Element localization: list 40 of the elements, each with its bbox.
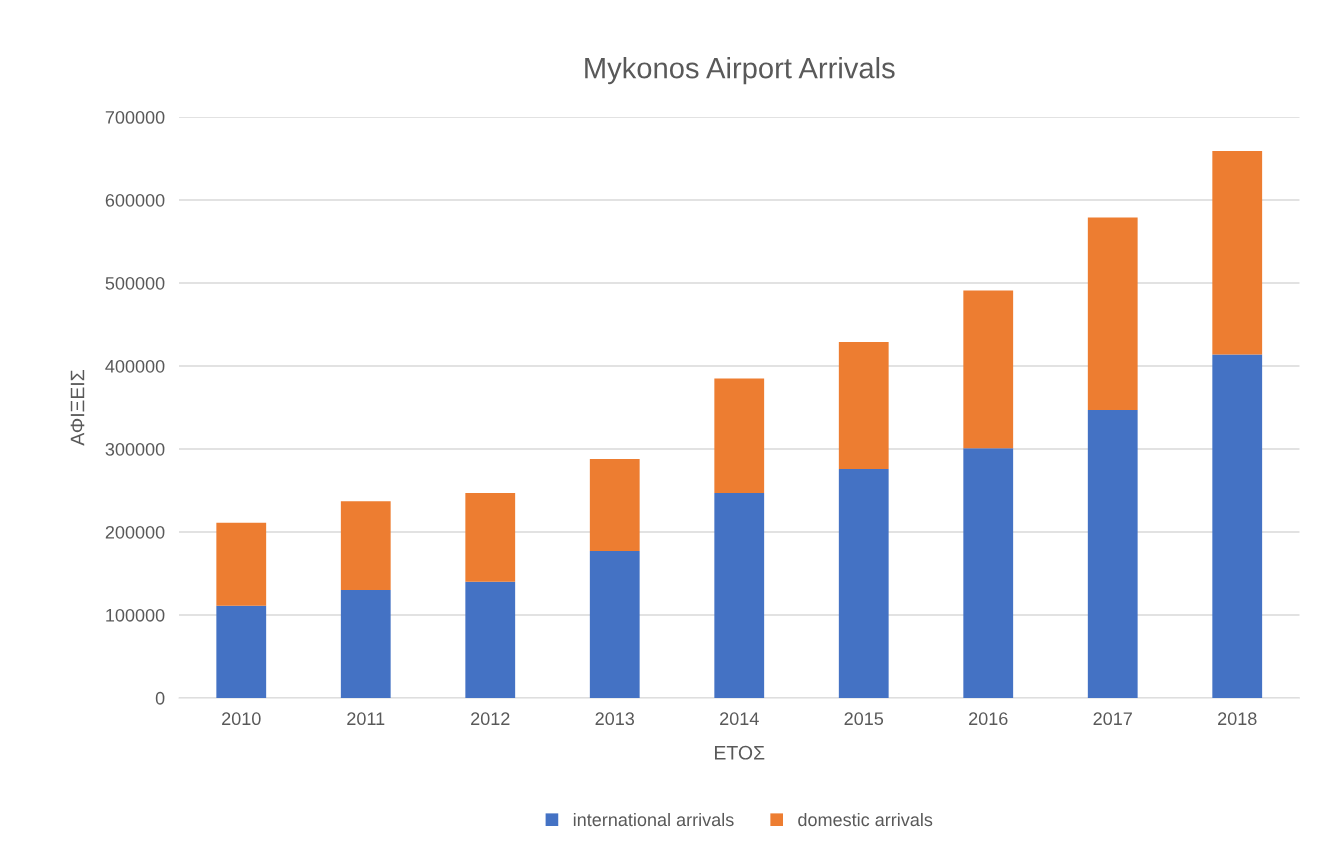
y-axis-title: ΑΦΙΞΕΙΣ (70, 370, 85, 446)
bar (340, 501, 391, 591)
x-tick-label: 2018 (1218, 712, 1257, 726)
bar (216, 522, 267, 606)
y-tick-label: 600000 (105, 193, 165, 207)
x-tick-label: 2011 (347, 712, 385, 726)
bar (1212, 151, 1263, 355)
x-tick-label: 2017 (1093, 712, 1132, 726)
y-tick-label: 100000 (106, 608, 165, 622)
bar (589, 458, 640, 552)
x-tick-label: 2012 (471, 712, 510, 726)
bar (963, 448, 1014, 698)
x-tick-label: 2013 (595, 712, 635, 726)
bar (714, 492, 765, 698)
bar (589, 551, 640, 698)
y-tick-label: 200000 (105, 525, 165, 539)
bar (340, 590, 391, 698)
legend-label: domestic arrivals (798, 812, 933, 827)
bar (216, 605, 267, 698)
legend-label: international arrivals (573, 812, 734, 827)
bar (465, 581, 516, 698)
y-tick-label: 700000 (105, 110, 165, 124)
bar (838, 341, 889, 469)
y-tick-label: 300000 (105, 442, 165, 456)
bar (1087, 409, 1138, 698)
chart-title: Mykonos Airport Arrivals (585, 57, 895, 85)
y-tick-label: 0 (155, 691, 165, 705)
x-tick-label: 2010 (222, 712, 261, 726)
bar (1212, 354, 1263, 698)
bar (963, 290, 1014, 449)
bar (838, 468, 889, 698)
bar (1087, 217, 1138, 410)
bar (465, 492, 516, 582)
x-tick-label: 2014 (720, 712, 759, 726)
x-axis-title: ΕΤΟΣ (715, 745, 765, 760)
x-tick-label: 2016 (969, 712, 1008, 726)
x-tick-label: 2015 (844, 712, 884, 726)
y-tick-label: 500000 (105, 276, 165, 290)
bar (714, 378, 765, 493)
y-tick-label: 400000 (105, 359, 165, 373)
